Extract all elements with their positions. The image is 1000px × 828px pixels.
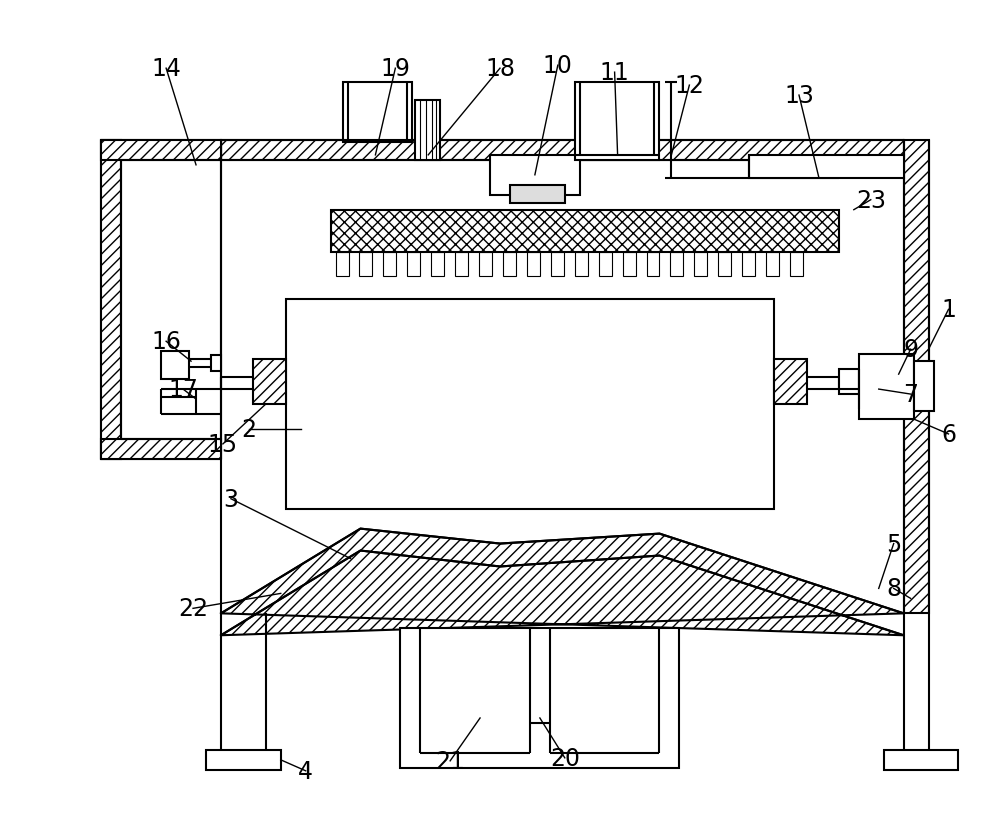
Text: 3: 3: [223, 487, 238, 511]
Text: 20: 20: [550, 746, 580, 770]
Text: 1: 1: [941, 298, 956, 322]
Bar: [551, 253, 564, 277]
Text: 12: 12: [674, 74, 704, 98]
Bar: [161, 352, 189, 380]
Bar: [490, 156, 580, 195]
Bar: [527, 253, 540, 277]
Text: 15: 15: [208, 432, 238, 456]
Bar: [101, 141, 221, 161]
Bar: [766, 253, 779, 277]
Bar: [407, 253, 420, 277]
Bar: [211, 356, 221, 372]
Bar: [415, 101, 440, 161]
Bar: [599, 253, 612, 277]
Text: 8: 8: [886, 577, 901, 600]
Bar: [331, 210, 839, 253]
Text: 16: 16: [151, 330, 181, 354]
Text: 9: 9: [903, 338, 918, 362]
Bar: [718, 253, 731, 277]
Bar: [336, 253, 349, 277]
Text: 5: 5: [886, 532, 901, 556]
Text: 17: 17: [168, 378, 198, 402]
PathPatch shape: [221, 529, 904, 635]
Bar: [647, 253, 659, 277]
Bar: [253, 359, 286, 405]
Bar: [623, 253, 636, 277]
Text: 2: 2: [241, 417, 256, 441]
Bar: [400, 628, 679, 768]
Bar: [286, 300, 774, 509]
Bar: [790, 253, 803, 277]
Bar: [859, 354, 914, 420]
Bar: [343, 83, 412, 142]
Bar: [575, 253, 588, 277]
Text: 11: 11: [600, 61, 629, 85]
Bar: [221, 141, 904, 161]
Text: 19: 19: [380, 57, 410, 81]
Bar: [455, 253, 468, 277]
Text: 4: 4: [298, 759, 313, 782]
Text: 6: 6: [941, 422, 956, 446]
Bar: [904, 141, 929, 614]
Text: 18: 18: [485, 57, 515, 81]
Text: 22: 22: [178, 597, 208, 621]
Text: 23: 23: [856, 189, 886, 213]
Text: 7: 7: [903, 383, 918, 407]
Bar: [742, 253, 755, 277]
Text: 13: 13: [784, 84, 814, 108]
Bar: [749, 156, 904, 179]
Bar: [670, 253, 683, 277]
Bar: [839, 370, 859, 395]
Bar: [510, 185, 565, 204]
Bar: [884, 750, 958, 770]
Bar: [206, 750, 281, 770]
Text: 14: 14: [151, 57, 181, 81]
Bar: [503, 253, 516, 277]
Text: 21: 21: [435, 749, 465, 773]
Bar: [101, 440, 221, 460]
Bar: [774, 359, 807, 405]
Bar: [479, 253, 492, 277]
Text: 10: 10: [543, 54, 573, 78]
Bar: [359, 253, 372, 277]
Bar: [101, 141, 121, 460]
Bar: [694, 253, 707, 277]
Bar: [575, 83, 659, 161]
Bar: [383, 253, 396, 277]
Bar: [914, 362, 934, 412]
Bar: [431, 253, 444, 277]
